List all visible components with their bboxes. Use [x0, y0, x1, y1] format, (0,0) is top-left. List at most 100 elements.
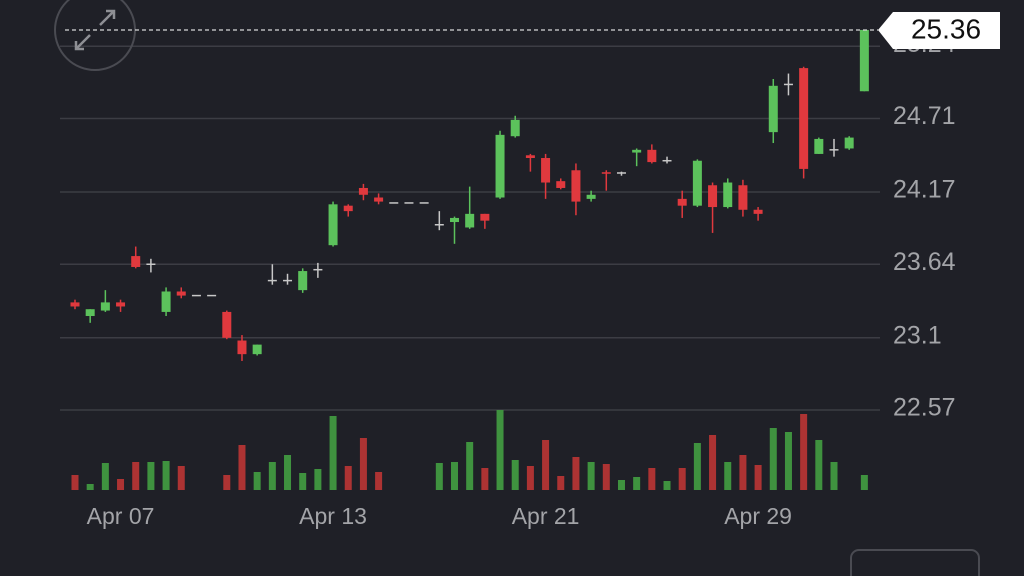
candle-body	[677, 198, 687, 206]
last-price-tag	[878, 11, 1000, 49]
candle-body	[601, 172, 611, 174]
candle-body	[738, 185, 748, 210]
candle-body	[191, 294, 201, 297]
candle-body	[207, 294, 217, 297]
volume-bar	[815, 440, 823, 490]
volume-bar	[101, 463, 109, 490]
volume-bar	[678, 468, 686, 490]
volume-bar	[526, 466, 534, 490]
volume-bar	[466, 442, 474, 490]
volume-bar	[132, 462, 140, 490]
candle-body	[252, 344, 262, 355]
candle-body	[480, 213, 490, 221]
candle-body	[632, 149, 642, 153]
candle-body	[465, 213, 475, 228]
volume-bar	[496, 410, 504, 490]
expand-icon[interactable]	[74, 9, 116, 51]
candle-body	[450, 217, 459, 223]
volume-bar	[481, 468, 489, 490]
candle-body	[829, 149, 839, 151]
candle-body	[662, 159, 672, 162]
candle-body	[343, 205, 353, 212]
volume-bar	[572, 457, 580, 490]
volume-bar	[648, 468, 656, 490]
volume-bar	[359, 438, 367, 490]
candle-body	[616, 172, 626, 174]
candle-body	[708, 185, 718, 208]
volume-bar	[284, 455, 292, 490]
volume-bar	[542, 440, 550, 490]
candle-body	[525, 155, 535, 159]
candle-body	[70, 302, 80, 307]
volume-bar	[86, 484, 94, 490]
candle-body	[176, 291, 186, 296]
volume-bar	[709, 435, 717, 490]
candle-body	[571, 170, 581, 202]
candle-body	[814, 138, 824, 154]
volume-bar	[375, 472, 383, 490]
volume-bar	[511, 460, 519, 490]
candle-body	[753, 209, 763, 214]
volume-bar	[253, 472, 261, 490]
candle-body	[389, 202, 399, 204]
candle-body	[556, 181, 566, 188]
candle-body	[844, 137, 854, 149]
candle-body	[434, 224, 444, 226]
candle-body	[374, 197, 384, 202]
candle-body	[267, 279, 277, 282]
y-tick-label: 24.17	[893, 176, 956, 204]
x-tick-label: Apr 13	[299, 503, 367, 529]
volume-bar	[162, 461, 170, 490]
volume-bar	[451, 462, 458, 490]
candle-body	[541, 158, 551, 183]
candle-body	[161, 291, 171, 312]
candle-body	[768, 85, 778, 133]
candle-body	[298, 271, 308, 291]
candle-body	[799, 68, 809, 169]
volume-bar	[739, 455, 747, 490]
volume-bar	[617, 480, 625, 490]
volume-bar	[800, 414, 808, 490]
y-tick-label: 23.1	[893, 321, 942, 349]
volume-bar	[177, 466, 185, 490]
volume-bar	[329, 416, 337, 490]
candle-body	[495, 134, 505, 198]
volume-bar	[344, 466, 352, 490]
y-tick-label: 24.71	[893, 102, 956, 130]
volume-bar	[435, 463, 443, 490]
volume-bar	[117, 479, 125, 490]
candle-body	[404, 202, 414, 204]
volume-bar	[602, 464, 610, 490]
volume-bar	[830, 462, 838, 490]
volume-bar	[223, 475, 231, 490]
volume-bar	[784, 432, 792, 490]
volume-bar	[147, 462, 155, 490]
candle-body	[100, 302, 110, 311]
candle-body	[328, 204, 338, 246]
y-tick-label: 22.57	[893, 394, 956, 422]
volume-bar	[314, 469, 322, 490]
candle-body	[723, 182, 733, 208]
candle-body	[647, 149, 657, 163]
volume-bar	[71, 475, 79, 490]
candle-body	[419, 202, 429, 204]
x-tick-label: Apr 21	[512, 503, 580, 529]
volume-bar	[299, 473, 307, 490]
volume-bar	[663, 481, 671, 490]
candle-body	[283, 279, 293, 282]
candle-body	[146, 263, 156, 266]
y-tick-label: 23.64	[893, 248, 956, 276]
x-tick-label: Apr 07	[87, 503, 155, 529]
candle-body	[358, 187, 368, 195]
candle-body	[116, 302, 126, 307]
candle-body	[510, 119, 520, 137]
volume-bar	[238, 445, 246, 490]
candle-body	[237, 340, 247, 355]
volume-bar	[860, 475, 868, 490]
volume-bar	[268, 462, 276, 490]
candle-body	[85, 309, 95, 317]
bottom-button[interactable]	[850, 549, 980, 576]
candle-body	[783, 83, 793, 86]
volume-bar	[769, 428, 777, 490]
